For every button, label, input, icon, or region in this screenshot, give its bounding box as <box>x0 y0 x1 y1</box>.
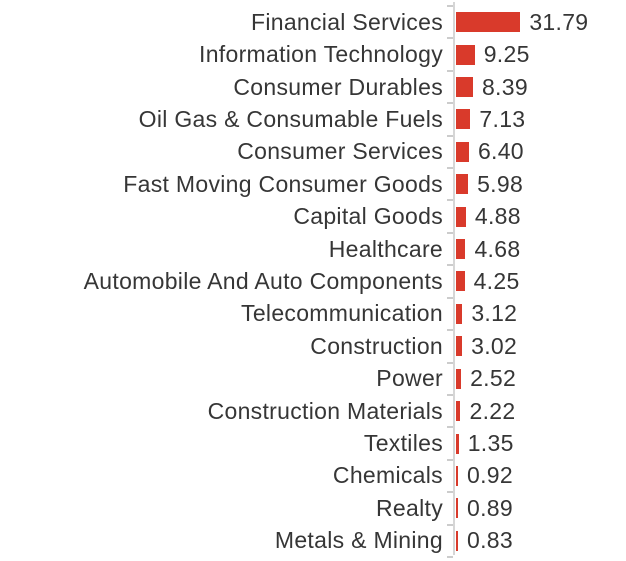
value-label: 0.92 <box>467 462 513 489</box>
bar <box>456 44 475 65</box>
value-label: 31.79 <box>529 8 589 35</box>
category-axis-line <box>453 2 455 555</box>
bar <box>456 401 461 422</box>
value-label: 5.98 <box>477 170 524 197</box>
value-label: 4.88 <box>474 203 521 230</box>
bar <box>456 77 473 98</box>
bar-row: Consumer Durables 8.39 <box>0 71 626 103</box>
axis-tick <box>447 134 453 137</box>
value-label: 3.02 <box>471 332 518 359</box>
axis-tick <box>447 426 453 429</box>
bar <box>456 239 466 260</box>
axis-tick <box>447 264 453 267</box>
category-label: Fast Moving Consumer Goods <box>123 170 443 197</box>
value-label: 4.25 <box>473 267 520 294</box>
bar-row: Construction 3.02 <box>0 330 626 362</box>
bar-row: Construction Materials 2.22 <box>0 395 626 427</box>
bar <box>456 303 463 324</box>
bar-row: Healthcare 4.68 <box>0 233 626 265</box>
axis-tick <box>447 329 453 332</box>
bar <box>456 465 458 486</box>
category-label: Consumer Durables <box>233 73 443 100</box>
bar-row: Realty 0.89 <box>0 492 626 524</box>
category-label: Information Technology <box>199 41 443 68</box>
bar-row: Metals & Mining 0.83 <box>0 525 626 557</box>
value-label: 1.35 <box>467 430 514 457</box>
axis-tick <box>447 167 453 170</box>
bar <box>456 368 462 389</box>
axis-tick <box>447 199 453 202</box>
category-label: Power <box>376 365 443 392</box>
value-label: 3.12 <box>471 300 518 327</box>
category-label: Chemicals <box>332 462 443 489</box>
bar <box>456 206 466 227</box>
value-label: 8.39 <box>481 73 528 100</box>
category-label: Metals & Mining <box>274 527 443 554</box>
category-label: Oil Gas & Consumable Fuels <box>138 105 443 132</box>
bar <box>456 271 465 292</box>
axis-tick <box>447 296 453 299</box>
category-label: Automobile And Auto Components <box>83 267 443 294</box>
bar <box>456 530 458 551</box>
category-label: Capital Goods <box>293 203 443 230</box>
axis-tick <box>447 102 453 105</box>
axis-tick <box>447 523 453 526</box>
category-label: Healthcare <box>328 235 443 262</box>
bar <box>456 498 458 519</box>
category-label: Textiles <box>363 430 443 457</box>
bar <box>456 433 459 454</box>
category-label: Financial Services <box>250 8 443 35</box>
value-label: 6.40 <box>477 138 524 165</box>
axis-tick <box>447 5 453 7</box>
axis-tick <box>447 555 453 558</box>
category-label: Construction Materials <box>207 397 443 424</box>
bar <box>456 141 469 162</box>
bar <box>456 174 469 195</box>
bar <box>456 109 471 130</box>
bar-row: Textiles 1.35 <box>0 427 626 459</box>
value-label: 0.89 <box>467 494 513 521</box>
category-label: Realty <box>376 494 443 521</box>
bar-row: Automobile And Auto Components 4.25 <box>0 265 626 297</box>
axis-tick <box>447 491 453 494</box>
category-label: Construction <box>310 332 443 359</box>
bar <box>456 12 521 33</box>
bar-row: Information Technology 9.25 <box>0 38 626 70</box>
category-label: Telecommunication <box>241 300 443 327</box>
value-label: 0.83 <box>467 527 513 554</box>
category-label: Consumer Services <box>237 138 443 165</box>
axis-tick <box>447 393 453 396</box>
axis-tick <box>447 69 453 72</box>
axis-tick <box>447 37 453 40</box>
bar-row: Telecommunication 3.12 <box>0 298 626 330</box>
bar-row: Chemicals 0.92 <box>0 460 626 492</box>
axis-tick <box>447 458 453 461</box>
value-label: 9.25 <box>483 41 530 68</box>
value-label: 2.52 <box>470 365 517 392</box>
bar-row: Capital Goods 4.88 <box>0 200 626 232</box>
value-label: 2.22 <box>469 397 516 424</box>
bar-row: Oil Gas & Consumable Fuels 7.13 <box>0 103 626 135</box>
bar-row: Financial Services 31.79 <box>0 6 626 38</box>
bar <box>456 336 463 357</box>
axis-tick <box>447 361 453 364</box>
bar-row: Fast Moving Consumer Goods 5.98 <box>0 168 626 200</box>
value-label: 4.68 <box>474 235 521 262</box>
bar-row: Power 2.52 <box>0 363 626 395</box>
axis-tick <box>447 231 453 234</box>
bar-row: Consumer Services 6.40 <box>0 136 626 168</box>
value-label: 7.13 <box>479 105 526 132</box>
